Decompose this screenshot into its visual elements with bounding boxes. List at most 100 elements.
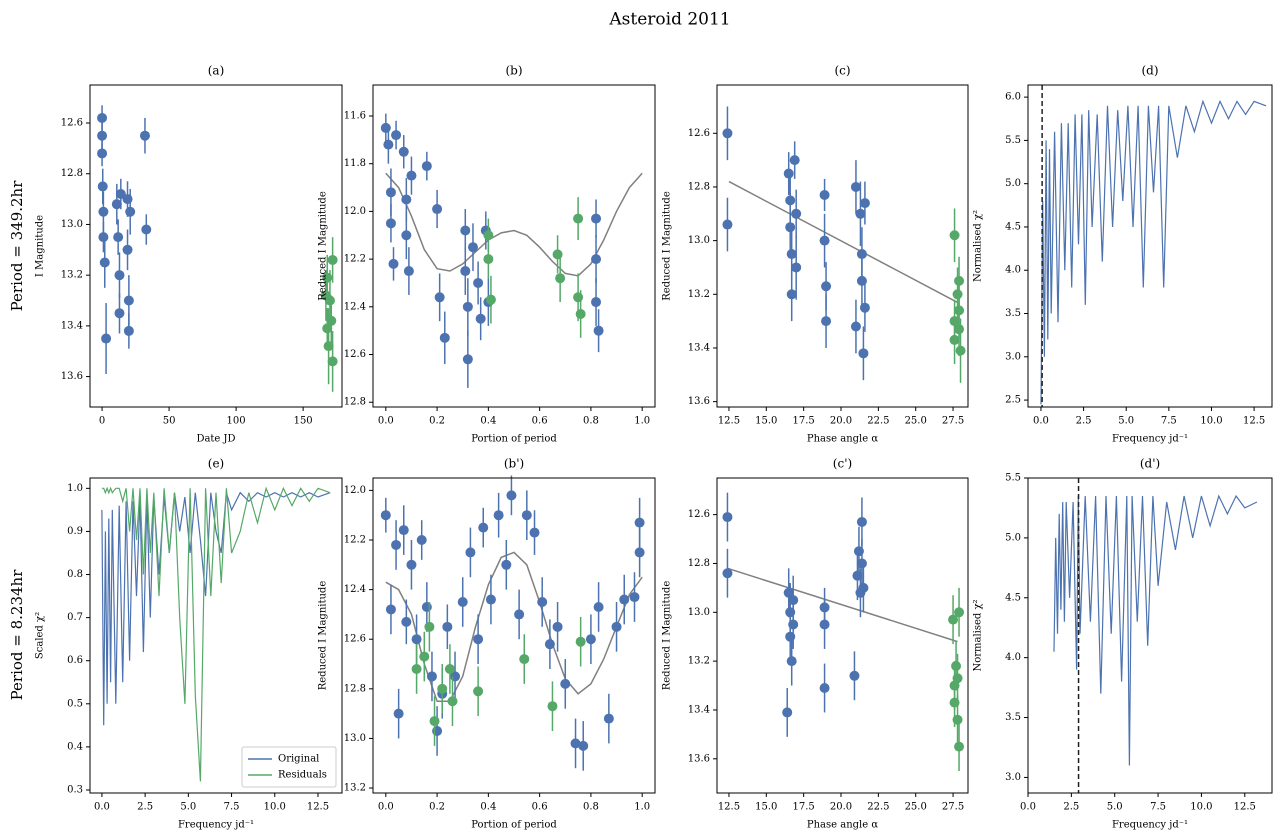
point xyxy=(462,301,473,312)
y-tick-label: 0.8 xyxy=(67,569,83,580)
panel-title: (d) xyxy=(1141,64,1158,78)
point xyxy=(411,663,422,674)
y-tick-label: 0.7 xyxy=(67,612,83,623)
point xyxy=(493,510,504,521)
x-tick-label: 15.0 xyxy=(755,416,777,427)
x-tick-label: 27.5 xyxy=(942,416,964,427)
point xyxy=(426,671,437,682)
x-tick-label: 0.4 xyxy=(480,416,496,427)
point xyxy=(139,130,150,141)
y-tick-label: 12.8 xyxy=(344,397,366,408)
point xyxy=(819,683,830,693)
x-tick-label: 2.5 xyxy=(1076,416,1092,427)
point xyxy=(141,224,152,235)
point xyxy=(406,559,417,570)
panel-title: (b) xyxy=(505,64,522,78)
x-tick-label: 0.6 xyxy=(532,416,548,427)
y-axis-label: Reduced I Magnitude xyxy=(662,581,673,691)
y-tick-label: 0.4 xyxy=(67,741,83,752)
point xyxy=(850,321,861,332)
point xyxy=(416,535,427,546)
point xyxy=(98,206,109,217)
y-tick-label: 13.0 xyxy=(344,733,366,744)
x-tick-label: 12.5 xyxy=(718,416,740,427)
point xyxy=(432,204,443,215)
x-axis-label: Frequency jd⁻¹ xyxy=(1112,434,1188,445)
point xyxy=(850,181,861,192)
x-tick-label: 7.5 xyxy=(224,802,240,813)
x-tick-label: 0.2 xyxy=(429,416,445,427)
x-tick-label: 150 xyxy=(294,416,313,427)
point xyxy=(432,725,443,736)
y-tick-label: 12.6 xyxy=(61,118,83,129)
x-tick-label: 15.0 xyxy=(755,802,777,813)
point xyxy=(460,266,471,277)
point xyxy=(560,678,571,689)
point xyxy=(478,522,489,533)
point xyxy=(483,254,494,265)
point xyxy=(954,275,965,286)
row-label: Period = 349.2hr xyxy=(8,180,26,312)
point xyxy=(462,354,473,365)
point xyxy=(819,619,830,630)
y-tick-label: 5.5 xyxy=(1005,135,1021,146)
point xyxy=(123,325,134,336)
y-tick-label: 5.0 xyxy=(1005,178,1021,189)
y-tick-label: 0.9 xyxy=(67,526,83,537)
point xyxy=(856,249,867,260)
point xyxy=(783,587,794,598)
x-tick-label: 0.0 xyxy=(1033,416,1049,427)
x-tick-label: 22.5 xyxy=(867,802,889,813)
point xyxy=(434,292,445,303)
point xyxy=(952,289,963,300)
point xyxy=(555,273,566,284)
figure-title: Asteroid 2011 xyxy=(608,10,730,30)
axes-frame xyxy=(1027,477,1273,794)
point xyxy=(125,206,136,217)
x-tick-label: 100 xyxy=(227,416,246,427)
point xyxy=(547,701,558,712)
x-tick-label: 10.0 xyxy=(1190,802,1212,813)
point xyxy=(722,512,733,523)
y-tick-label: 12.6 xyxy=(688,509,710,520)
point xyxy=(785,195,796,206)
y-tick-label: 5.0 xyxy=(1005,532,1021,543)
x-tick-label: 10.0 xyxy=(1200,416,1222,427)
line xyxy=(1040,99,1267,405)
point xyxy=(786,656,797,667)
point xyxy=(789,155,800,166)
axes-frame xyxy=(716,84,969,408)
y-tick-label: 2.5 xyxy=(1005,395,1021,406)
x-axis-label: Frequency jd⁻¹ xyxy=(178,820,254,831)
y-tick-label: 13.2 xyxy=(61,270,83,281)
point xyxy=(122,194,133,205)
point xyxy=(406,170,417,181)
x-tick-label: 27.5 xyxy=(942,802,964,813)
point xyxy=(948,614,959,625)
y-tick-label: 3.0 xyxy=(1005,351,1021,362)
point xyxy=(326,315,337,326)
point xyxy=(421,601,432,612)
point xyxy=(403,266,414,277)
point xyxy=(401,230,412,241)
line xyxy=(727,567,958,643)
point xyxy=(786,289,797,300)
x-tick-label: 50 xyxy=(163,416,176,427)
point xyxy=(475,313,486,324)
point xyxy=(460,225,471,236)
point xyxy=(419,651,430,662)
y-tick-label: 12.8 xyxy=(688,181,710,192)
point xyxy=(473,686,484,697)
point xyxy=(383,139,394,150)
point xyxy=(327,356,338,367)
point xyxy=(591,297,602,308)
y-tick-label: 4.5 xyxy=(1005,592,1021,603)
point xyxy=(954,741,965,752)
x-axis-label: Portion of period xyxy=(471,820,557,831)
axes-frame xyxy=(89,477,343,794)
point xyxy=(578,740,589,751)
y-tick-label: 13.2 xyxy=(688,289,710,300)
point xyxy=(380,122,391,133)
line xyxy=(385,172,643,277)
